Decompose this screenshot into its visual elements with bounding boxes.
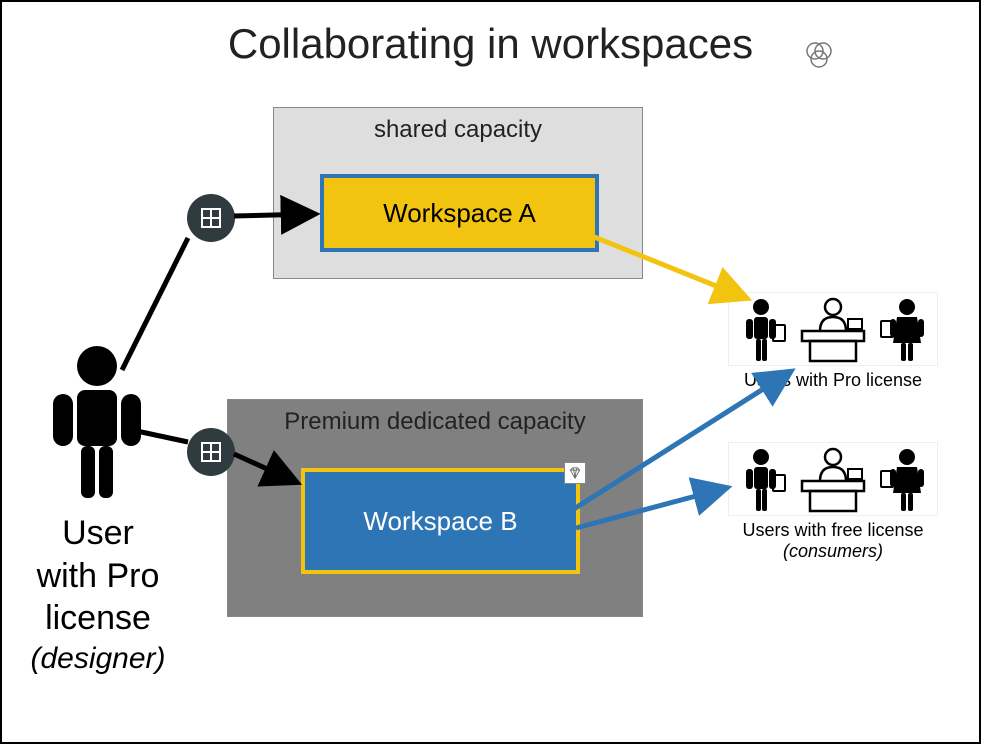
diagram-canvas: Collaborating in workspaces shared capac… bbox=[0, 0, 981, 744]
arrow-badge-to-ws-a bbox=[234, 214, 314, 216]
arrows-layer bbox=[2, 2, 981, 746]
connector-user-to-badge-top bbox=[122, 238, 188, 370]
arrow-ws-a-to-pro bbox=[562, 224, 746, 298]
arrow-badge-to-ws-b bbox=[234, 454, 296, 482]
arrow-ws-b-to-pro bbox=[566, 372, 790, 514]
connector-user-to-badge-bottom bbox=[132, 430, 188, 442]
